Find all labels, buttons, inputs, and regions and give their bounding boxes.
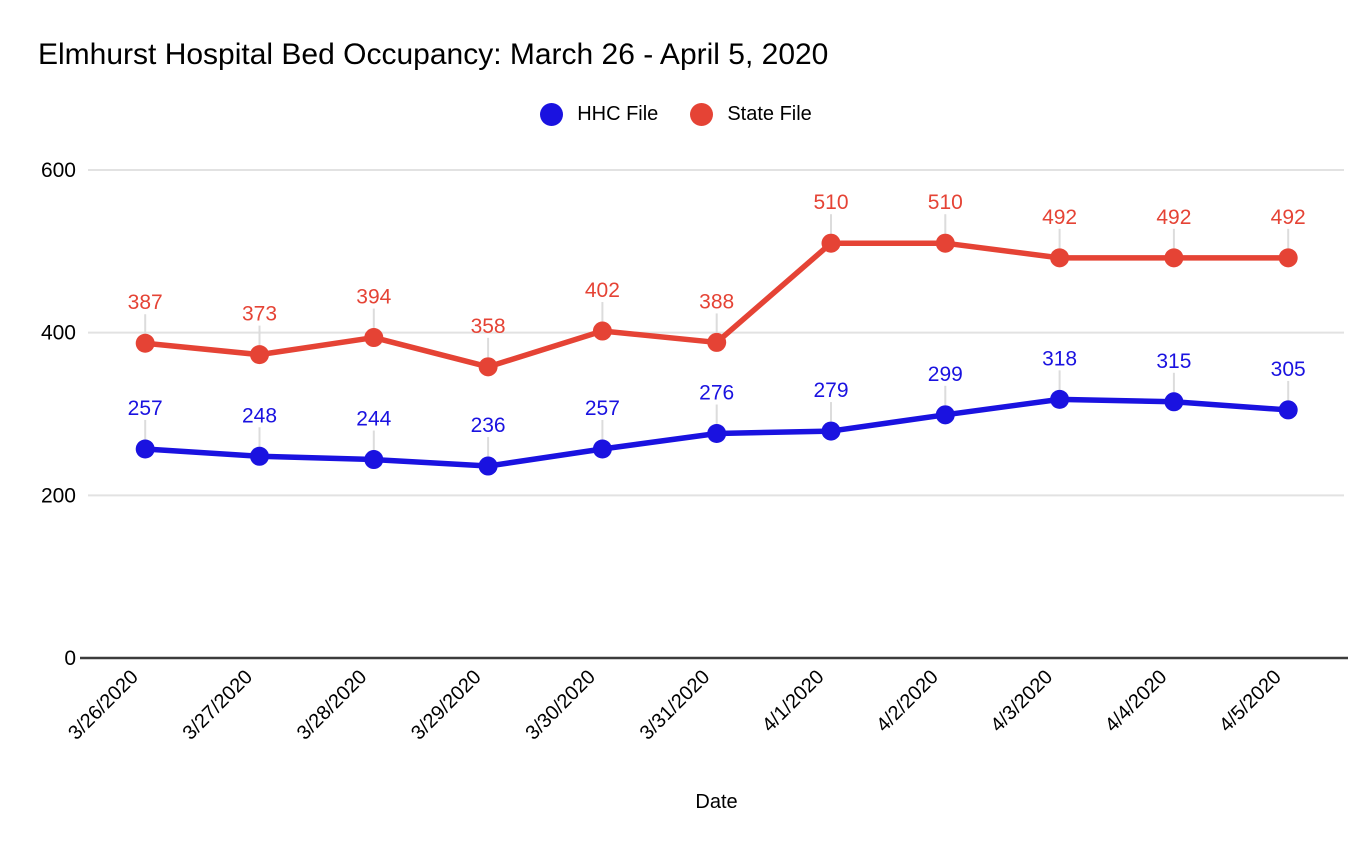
data-label-state-file-4/3/2020: 492 [1042,206,1077,229]
data-point-state-file-4/5/2020[interactable] [1278,248,1298,268]
data-label-state-file-4/5/2020: 492 [1271,206,1306,229]
data-label-hhc-file-3/28/2020: 244 [356,408,391,431]
chart-title: Elmhurst Hospital Bed Occupancy: March 2… [38,38,829,71]
data-label-hhc-file-4/1/2020: 279 [813,379,848,402]
data-label-hhc-file-4/2/2020: 299 [928,363,963,386]
legend-label-state-file: State File [727,103,812,125]
y-tick-label-600: 600 [41,159,76,182]
data-point-hhc-file-3/30/2020[interactable] [592,439,612,459]
x-tick-label-3/29/2020: 3/29/2020 [407,666,485,744]
x-tick-label-3/27/2020: 3/27/2020 [179,666,257,744]
data-label-state-file-4/1/2020: 510 [813,191,848,214]
data-point-state-file-4/2/2020[interactable] [935,233,955,253]
x-tick-label-3/31/2020: 3/31/2020 [636,666,714,744]
y-tick-label-200: 200 [41,484,76,507]
data-label-state-file-3/27/2020: 373 [242,303,277,326]
data-label-hhc-file-3/31/2020: 276 [699,382,734,405]
data-point-hhc-file-3/31/2020[interactable] [707,424,727,444]
x-tick-label-3/26/2020: 3/26/2020 [64,666,142,744]
data-point-hhc-file-3/28/2020[interactable] [364,450,384,470]
x-tick-label-3/30/2020: 3/30/2020 [521,666,599,744]
data-point-state-file-3/30/2020[interactable] [592,321,612,341]
data-point-state-file-3/31/2020[interactable] [707,332,727,352]
x-tick-label-3/28/2020: 3/28/2020 [293,666,371,744]
data-label-state-file-3/29/2020: 358 [471,315,506,338]
state-file-legend-dot-icon [690,103,714,126]
data-point-hhc-file-3/29/2020[interactable] [478,456,498,476]
legend: HHC File State File [0,103,1352,126]
data-label-hhc-file-3/30/2020: 257 [585,397,620,420]
data-label-state-file-3/26/2020: 387 [128,291,163,314]
data-point-hhc-file-4/5/2020[interactable] [1278,400,1298,420]
x-tick-label-4/2/2020: 4/2/2020 [872,666,943,737]
data-label-state-file-4/4/2020: 492 [1156,206,1191,229]
legend-item-state-file[interactable]: State File [690,103,812,126]
data-label-hhc-file-4/3/2020: 318 [1042,347,1077,370]
data-label-state-file-3/31/2020: 388 [699,290,734,313]
data-point-hhc-file-4/2/2020[interactable] [935,405,955,425]
data-label-state-file-3/30/2020: 402 [585,279,620,302]
y-tick-label-400: 400 [41,322,76,345]
data-label-hhc-file-3/26/2020: 257 [128,397,163,420]
data-label-hhc-file-3/27/2020: 248 [242,404,277,427]
data-point-state-file-3/29/2020[interactable] [478,357,498,377]
hhc-file-legend-dot-icon [540,103,564,126]
data-label-hhc-file-3/29/2020: 236 [471,414,506,437]
data-point-state-file-4/4/2020[interactable] [1164,248,1184,268]
y-tick-label-0: 0 [64,647,76,670]
data-point-state-file-4/3/2020[interactable] [1050,248,1070,268]
data-point-state-file-3/27/2020[interactable] [250,345,269,365]
data-label-hhc-file-4/5/2020: 305 [1271,358,1306,381]
x-axis-title: Date [695,791,738,813]
data-label-state-file-3/28/2020: 394 [356,286,391,309]
x-tick-label-4/4/2020: 4/4/2020 [1101,666,1172,737]
x-tick-label-4/3/2020: 4/3/2020 [987,666,1058,737]
data-label-state-file-4/2/2020: 510 [928,191,963,214]
data-point-state-file-3/26/2020[interactable] [135,333,155,353]
data-point-state-file-3/28/2020[interactable] [364,328,384,348]
data-point-hhc-file-4/3/2020[interactable] [1050,389,1070,409]
x-tick-label-4/5/2020: 4/5/2020 [1215,666,1286,737]
data-point-hhc-file-3/27/2020[interactable] [250,446,269,466]
x-tick-label-4/1/2020: 4/1/2020 [758,666,829,737]
data-point-hhc-file-3/26/2020[interactable] [135,439,155,459]
legend-label-hhc-file: HHC File [577,103,659,125]
legend-item-hhc-file[interactable]: HHC File [540,103,658,126]
data-point-hhc-file-4/1/2020[interactable] [821,421,841,441]
data-point-state-file-4/1/2020[interactable] [821,233,841,253]
data-point-hhc-file-4/4/2020[interactable] [1164,392,1184,412]
data-label-hhc-file-4/4/2020: 315 [1156,350,1191,373]
